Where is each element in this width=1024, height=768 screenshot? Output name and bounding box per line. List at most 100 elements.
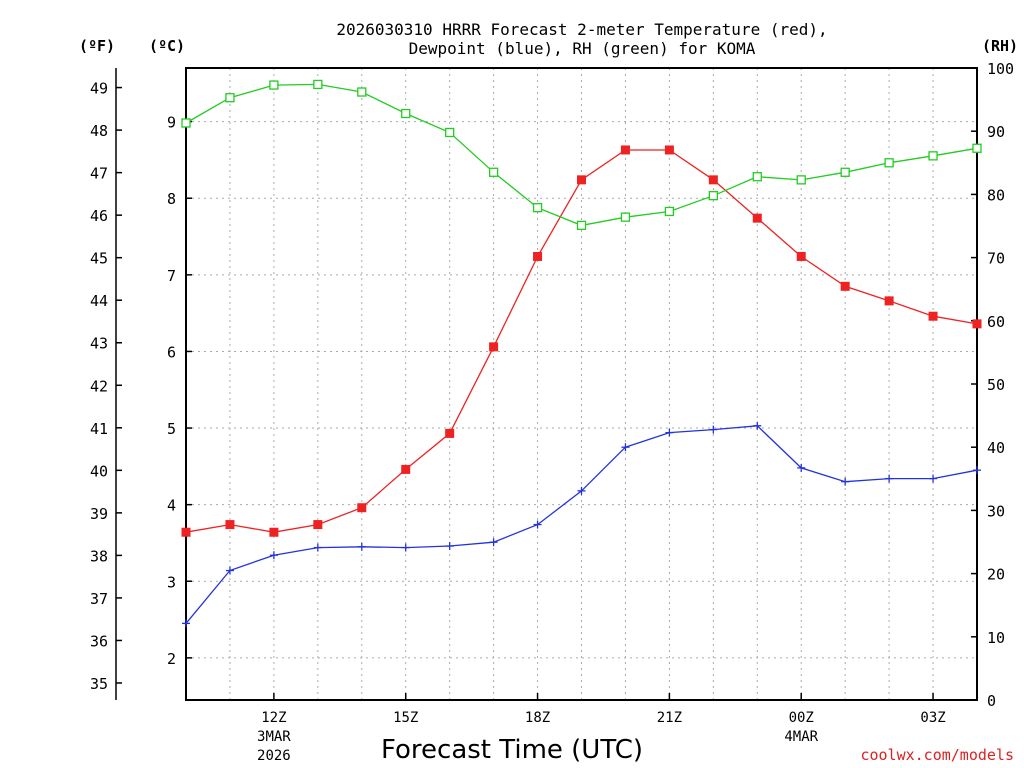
rh-point <box>313 79 323 90</box>
dewpoint-point <box>269 551 278 560</box>
dewpoint-point <box>709 425 718 434</box>
series-rh <box>181 79 982 231</box>
rh-tick-label: 70 <box>987 250 1005 268</box>
rh-point <box>840 167 850 177</box>
rh-tick-label: 50 <box>987 376 1005 394</box>
x-tick-label: 00Z <box>789 710 814 726</box>
rh-point <box>488 167 499 177</box>
series-dewpoint <box>182 421 981 628</box>
dewpoint-point <box>621 443 630 452</box>
x-tick-label: 18Z <box>525 710 550 726</box>
celsius-axis-label: (ºC) <box>149 37 185 55</box>
rh-point <box>796 175 806 185</box>
temperature-point <box>708 175 718 185</box>
celsius-tick-label: 2 <box>167 650 176 668</box>
fahrenheit-tick-label: 45 <box>90 250 108 268</box>
rh-point <box>576 220 587 231</box>
fahrenheit-tick-label: 44 <box>90 292 108 310</box>
rh-point <box>181 118 191 128</box>
dewpoint-point <box>797 463 806 472</box>
temperature-point <box>884 296 894 306</box>
temperature-point <box>577 175 586 185</box>
x-tick-label: 15Z <box>393 710 418 726</box>
rh-tick-label: 20 <box>987 566 1005 584</box>
dewpoint-point <box>401 543 410 552</box>
temperature-point <box>840 281 850 291</box>
dewpoint-point <box>533 520 542 529</box>
rh-point <box>532 203 543 213</box>
fahrenheit-tick-label: 38 <box>90 547 108 565</box>
credit-link[interactable]: coolwx.com/models <box>860 746 1014 764</box>
fahrenheit-tick-label: 35 <box>90 675 108 693</box>
series-temperature <box>181 145 982 537</box>
celsius-tick-label: 4 <box>167 497 176 515</box>
celsius-tick-label: 5 <box>167 420 176 438</box>
temperature-point <box>620 145 630 155</box>
celsius-tick-label: 7 <box>167 267 176 285</box>
dewpoint-point <box>182 619 190 628</box>
rh-tick-label: 80 <box>987 186 1005 204</box>
dewpoint-point <box>841 477 850 486</box>
rh-point <box>928 151 938 161</box>
fahrenheit-tick-label: 47 <box>90 165 108 183</box>
rh-point <box>401 108 411 119</box>
celsius-tick-label: 9 <box>167 114 176 132</box>
dewpoint-point <box>929 474 938 483</box>
fahrenheit-tick-label: 49 <box>90 80 108 98</box>
rh-tick-label: 10 <box>987 629 1005 647</box>
x-tick-label: 21Z <box>657 710 682 726</box>
temperature-point <box>445 428 455 438</box>
x-tick-label: 03Z <box>920 710 945 726</box>
rh-point <box>708 191 718 201</box>
fahrenheit-axis-label: (ºF) <box>79 37 115 55</box>
fahrenheit-tick-label: 42 <box>90 377 108 395</box>
temperature-point <box>269 527 279 537</box>
plot-frame <box>185 67 978 701</box>
fahrenheit-tick-label: 37 <box>90 590 108 608</box>
fahrenheit-tick-label: 46 <box>90 207 108 225</box>
celsius-tick-label: 8 <box>167 190 176 208</box>
temperature-point <box>752 213 762 223</box>
temperature-point <box>972 319 982 329</box>
rh-tick-label: 0 <box>987 692 996 710</box>
axes: 3536373839404142434445464748492345678901… <box>90 60 1014 710</box>
dewpoint-point <box>577 486 586 495</box>
rh-point <box>225 93 235 103</box>
fahrenheit-tick-label: 41 <box>90 420 108 438</box>
temperature-point <box>533 251 543 261</box>
temperature-point <box>796 251 806 261</box>
x-tick-sublabel: 3MAR <box>257 729 291 745</box>
dewpoint-point <box>225 566 234 575</box>
chart-title-line-1: 2026030310 HRRR Forecast 2-meter Tempera… <box>336 20 827 39</box>
rh-tick-label: 100 <box>987 60 1014 78</box>
fahrenheit-tick-label: 39 <box>90 505 108 523</box>
x-tick-label: 12Z <box>261 710 286 726</box>
rh-tick-label: 30 <box>987 502 1005 520</box>
x-tick-sublabel: 4MAR <box>784 729 818 745</box>
fahrenheit-tick-label: 43 <box>90 335 108 353</box>
temperature-point <box>357 503 367 513</box>
dewpoint-point <box>665 428 674 437</box>
rh-tick-label: 40 <box>987 439 1005 457</box>
dewpoint-point <box>445 542 454 551</box>
temperature-point <box>181 527 191 537</box>
rh-tick-label: 90 <box>987 123 1005 141</box>
fahrenheit-tick-label: 48 <box>90 122 108 140</box>
temperature-point <box>489 342 499 352</box>
rh-point <box>357 87 367 97</box>
celsius-tick-label: 3 <box>167 573 176 591</box>
chart-title-line-2: Dewpoint (blue), RH (green) for KOMA <box>409 39 756 58</box>
fahrenheit-tick-label: 40 <box>90 462 108 480</box>
temperature-point <box>928 311 938 321</box>
dewpoint-point <box>489 538 498 547</box>
dewpoint-point <box>973 466 981 475</box>
rh-tick-label: 60 <box>987 313 1005 331</box>
rh-point <box>269 80 279 90</box>
x-axis-ticks: 12Z 3MAR 2026 15Z 18Z 21Z 00Z 4MAR 03Z <box>257 693 946 764</box>
dewpoint-point <box>753 421 762 430</box>
rh-point <box>664 206 675 217</box>
rh-point <box>972 143 982 153</box>
dewpoint-point <box>357 542 366 551</box>
dewpoint-point <box>885 474 894 483</box>
